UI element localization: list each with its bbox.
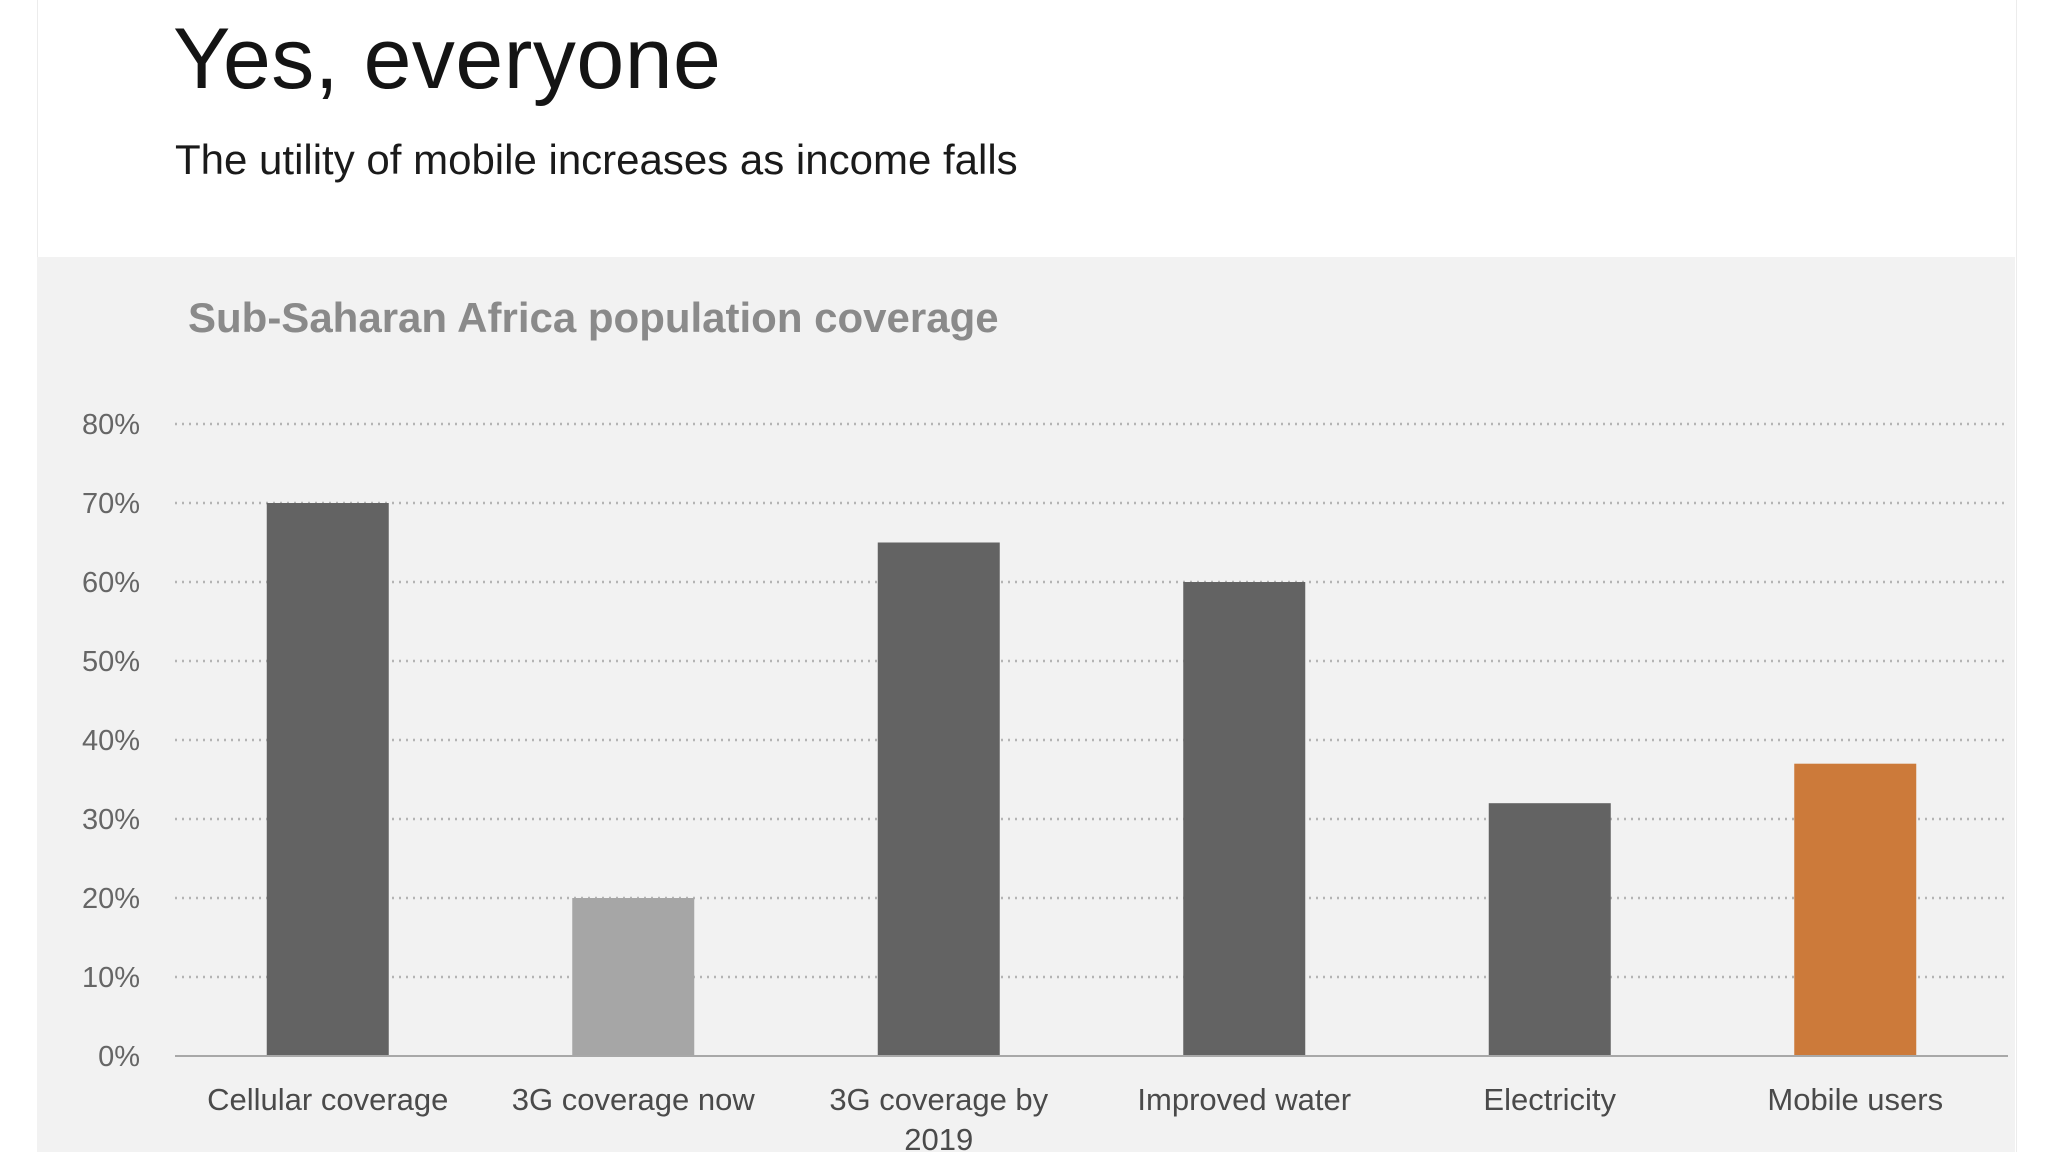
y-tick-label: 50% bbox=[82, 646, 140, 678]
bar-cellular-coverage bbox=[266, 503, 389, 1056]
y-tick-label: 10% bbox=[82, 962, 140, 994]
x-tick-label: Cellular coverage bbox=[207, 1082, 448, 1117]
bar-electricity bbox=[1488, 803, 1611, 1056]
x-tick-label: Improved water bbox=[1137, 1082, 1351, 1117]
bar-improved-water bbox=[1183, 582, 1306, 1056]
y-tick-label: 0% bbox=[98, 1041, 140, 1073]
bar-3g-coverage-by-2019 bbox=[877, 542, 1000, 1056]
slide-subtitle: The utility of mobile increases as incom… bbox=[175, 136, 1018, 183]
y-tick-label: 20% bbox=[82, 883, 140, 915]
y-tick-label: 70% bbox=[82, 488, 140, 520]
x-tick-label: 3G coverage by 2019 bbox=[829, 1082, 1048, 1152]
grid-lines bbox=[175, 422, 2008, 979]
y-tick-label: 40% bbox=[82, 725, 140, 757]
y-tick-label: 80% bbox=[82, 409, 140, 441]
bars bbox=[266, 503, 1917, 1056]
chart-title: Sub-Saharan Africa population coverage bbox=[188, 294, 999, 341]
x-tick-label: 3G coverage now bbox=[512, 1082, 756, 1117]
x-axis-labels: Cellular coverage 3G coverage now 3G cover… bbox=[207, 1082, 1943, 1152]
y-tick-label: 30% bbox=[82, 804, 140, 836]
bar-3g-coverage-now bbox=[572, 898, 695, 1056]
y-axis-ticks: 0% 10% 20% 30% 40% 50% 60% 70% 80% bbox=[82, 409, 140, 1073]
x-tick-label: Mobile users bbox=[1767, 1082, 1943, 1117]
bar-mobile-users bbox=[1794, 763, 1917, 1056]
y-tick-label: 60% bbox=[82, 567, 140, 599]
slide-title: Yes, everyone bbox=[173, 11, 722, 107]
x-tick-label: Electricity bbox=[1483, 1082, 1616, 1117]
